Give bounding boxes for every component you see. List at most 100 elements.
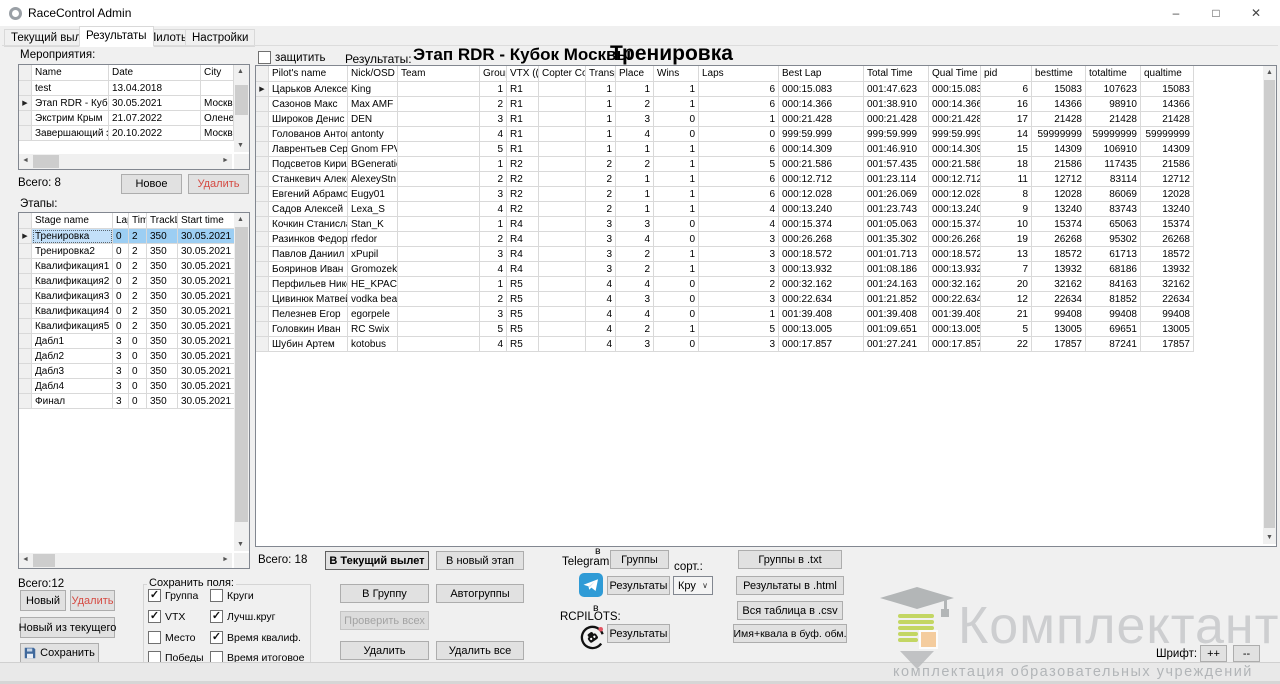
table-row[interactable]: Финал 3 0 350 30.05.2021 1 [19,394,236,409]
groups-to-txt-button[interactable]: Группы в .txt [738,550,842,569]
new-event-button[interactable]: Новое [121,174,182,194]
column-header[interactable]: Lap [113,213,129,229]
results-to-html-button[interactable]: Результаты в .html [736,576,844,595]
table-row[interactable]: Разинков Федор rfedor 2 R4 3 4 0 3 000:26.268 001… [256,232,1194,247]
column-header[interactable]: Name [32,65,109,81]
column-header[interactable]: Copter Colo [539,66,586,82]
to-current-flight-button[interactable]: В Текущий вылет [325,551,429,570]
tab-settings[interactable]: Настройки [185,29,256,47]
table-row[interactable]: Пелезнев Егор egorpele 3 R5 4 4 0 1 001:39.408 00… [256,307,1194,322]
sort-select[interactable]: Кру ∨ [673,576,713,595]
checkbox-place[interactable] [148,631,161,644]
scroll-right-icon[interactable]: ► [222,556,229,563]
column-header[interactable]: pid [981,66,1032,82]
table-row[interactable]: Лаврентьев СергеGnom FPV5R11116000:14.30… [256,142,1194,157]
check-all-button[interactable]: Проверить всех [340,611,429,630]
table-row[interactable]: Квалификация3 0 2 350 30.05.2021 1 [19,289,236,304]
column-header[interactable]: City [201,65,234,81]
checkbox-group[interactable]: ✓ [148,589,161,602]
table-row[interactable]: Перфильев НиколаHE_KPACO1R54402000:32.16… [256,277,1194,292]
rcpilots-results-button[interactable]: Результаты [607,624,670,643]
autogroups-button[interactable]: Автогруппы [436,584,524,603]
column-header[interactable]: Pilot's name [269,66,348,82]
table-row[interactable]: Голованов Антон antonty 4 R1 1 4 0 0 999:59.999 9… [256,127,1194,142]
maximize-button[interactable]: □ [1196,0,1236,26]
column-header[interactable]: Start time [178,213,236,229]
column-header[interactable]: totaltime [1086,66,1141,82]
tab-results[interactable]: Результаты [79,26,154,47]
table-row[interactable]: Садов Алексей Lexa_S 4 R2 2 1 1 4 000:13.240 001:… [256,202,1194,217]
table-row[interactable]: Евгений Абрамов Eugy01 3 R2 2 1 1 6 000:12.028 00… [256,187,1194,202]
column-header[interactable]: Group [480,66,507,82]
column-header[interactable]: Date [109,65,201,81]
table-row[interactable]: Экстрим Крым 21.07.2022 Олене [19,111,234,126]
close-button[interactable]: ✕ [1236,0,1276,26]
telegram-icon[interactable] [579,573,603,602]
tab-pilots[interactable]: Пилоты [141,29,197,47]
table-row[interactable]: Цивинюк Матвей vodka bea 2 R5 4 3 0 3 000:22.634… [256,292,1194,307]
scroll-left-icon[interactable]: ◄ [22,556,29,563]
tab-current-flight[interactable]: Текущий вылет [4,29,100,47]
table-row[interactable]: Квалификация4 0 2 350 30.05.2021 1 [19,304,236,319]
column-header[interactable]: Laps [699,66,779,82]
table-row[interactable]: Дабл2 3 0 350 30.05.2021 1 [19,349,236,364]
to-new-stage-button[interactable]: В новый этап [436,551,524,570]
table-row[interactable]: Павлов Даниил xPupil 3 R4 3 2 1 3 000:18.572 001:… [256,247,1194,262]
checkbox-laps[interactable] [210,589,223,602]
scroll-up-icon[interactable]: ▲ [237,216,244,223]
table-row[interactable]: Квалификация2 0 2 350 30.05.2021 1 [19,274,236,289]
scroll-up-icon[interactable]: ▲ [237,68,244,75]
table-row[interactable]: Подсветов КириллBGeneratio1R22215000:21.… [256,157,1194,172]
table-row[interactable]: Дабл3 3 0 350 30.05.2021 1 [19,364,236,379]
column-header[interactable]: Total Time [864,66,929,82]
column-header[interactable]: VTX (( [507,66,539,82]
scroll-down-icon[interactable]: ▼ [237,541,244,548]
scrollbar-thumb[interactable] [235,227,248,522]
protect-checkbox[interactable] [258,51,271,64]
stages-vertical-scrollbar[interactable]: ▲ ▼ [234,213,249,551]
table-row[interactable]: test 13.04.2018 [19,81,234,96]
events-vertical-scrollbar[interactable]: ▲ ▼ [234,65,249,152]
delete-all-button[interactable]: Удалить все [436,641,524,660]
delete-stage-button[interactable]: Удалить [70,590,115,611]
font-decrease-button[interactable]: -- [1233,645,1260,662]
to-group-button[interactable]: В Группу [340,584,429,603]
checkbox-best-lap[interactable]: ✓ [210,610,223,623]
table-row[interactable]: Шубин Артем kotobus 4 R5 4 3 0 3 000:17.857 001:2… [256,337,1194,352]
scrollbar-thumb[interactable] [1264,80,1275,528]
scroll-right-icon[interactable]: ► [222,157,229,164]
rcpilots-icon[interactable] [579,623,606,655]
table-row[interactable]: Тренировка2 0 2 350 30.05.2021 1 [19,244,236,259]
table-row[interactable]: Квалификация1 0 2 350 30.05.2021 1 [19,259,236,274]
scroll-up-icon[interactable]: ▲ [1266,69,1273,76]
column-header[interactable]: Stage name [32,213,113,229]
column-header[interactable]: Nick/OSD [348,66,398,82]
scroll-left-icon[interactable]: ◄ [22,157,29,164]
delete-result-button[interactable]: Удалить [340,641,429,660]
column-header[interactable]: Team [398,66,480,82]
table-row[interactable]: Бояринов Иван Gromozeka 4 R4 3 2 1 3 000:13.932 0… [256,262,1194,277]
scrollbar-thumb[interactable] [33,554,55,567]
telegram-groups-button[interactable]: Группы [610,550,669,569]
table-row[interactable]: ▶ Тренировка 0 2 350 30.05.2021 0 [19,229,236,244]
column-header[interactable]: TrackL [147,213,178,229]
column-header[interactable]: Qual Time [929,66,981,82]
column-header[interactable]: Place [616,66,654,82]
scrollbar-thumb[interactable] [235,85,248,115]
table-row[interactable]: Кочкин СтаниславStan_K1R43304000:15.3740… [256,217,1194,232]
column-header[interactable]: Wins [654,66,699,82]
column-header[interactable]: besttime [1032,66,1086,82]
column-header[interactable]: Transpo [586,66,616,82]
events-horizontal-scrollbar[interactable]: ◄ ► [19,154,232,169]
table-to-csv-button[interactable]: Вся таблица в .csv [737,601,843,620]
font-increase-button[interactable]: ++ [1200,645,1227,662]
table-row[interactable]: Квалификация5 0 2 350 30.05.2021 1 [19,319,236,334]
telegram-results-button[interactable]: Результаты [607,576,670,595]
scroll-down-icon[interactable]: ▼ [1266,534,1273,541]
new-from-current-button[interactable]: Новый из текущего [19,617,116,638]
column-header[interactable]: Best Lap [779,66,864,82]
column-header[interactable]: qualtime [1141,66,1194,82]
stages-horizontal-scrollbar[interactable]: ◄ ► [19,553,232,568]
